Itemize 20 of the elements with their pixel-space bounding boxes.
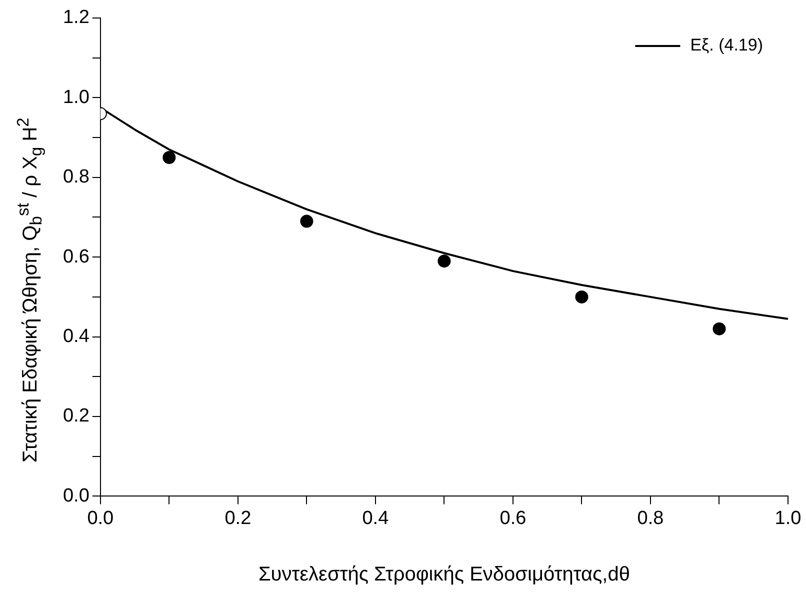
x-tick-label: 0.4 bbox=[362, 508, 390, 529]
y-tick-label: 0.4 bbox=[62, 326, 90, 348]
x-tick-label: 0.0 bbox=[87, 508, 114, 529]
y-tick-label: 1.0 bbox=[62, 86, 90, 108]
x-tick-label: 1.0 bbox=[774, 508, 802, 529]
x-tick-label: 0.8 bbox=[637, 508, 664, 529]
y-tick-label: 1.2 bbox=[62, 7, 90, 28]
point bbox=[300, 214, 314, 228]
y-tick-label: 0.8 bbox=[62, 166, 90, 188]
point bbox=[575, 290, 588, 304]
x-tick-label: 0.2 bbox=[224, 508, 252, 529]
y-tick-label: 0.2 bbox=[62, 406, 90, 427]
legend-label: Εξ. (4.19) bbox=[690, 36, 764, 55]
y-tick-label: 0.6 bbox=[62, 246, 90, 268]
y-tick-label: 0.0 bbox=[62, 485, 90, 506]
point bbox=[162, 150, 176, 164]
point bbox=[438, 254, 451, 268]
point bbox=[712, 322, 726, 336]
x-tick-label: 0.6 bbox=[500, 508, 526, 529]
x-axis-title: Συντελεστής Στροφικής Ενδοσιμότητας,dθ bbox=[258, 564, 630, 586]
